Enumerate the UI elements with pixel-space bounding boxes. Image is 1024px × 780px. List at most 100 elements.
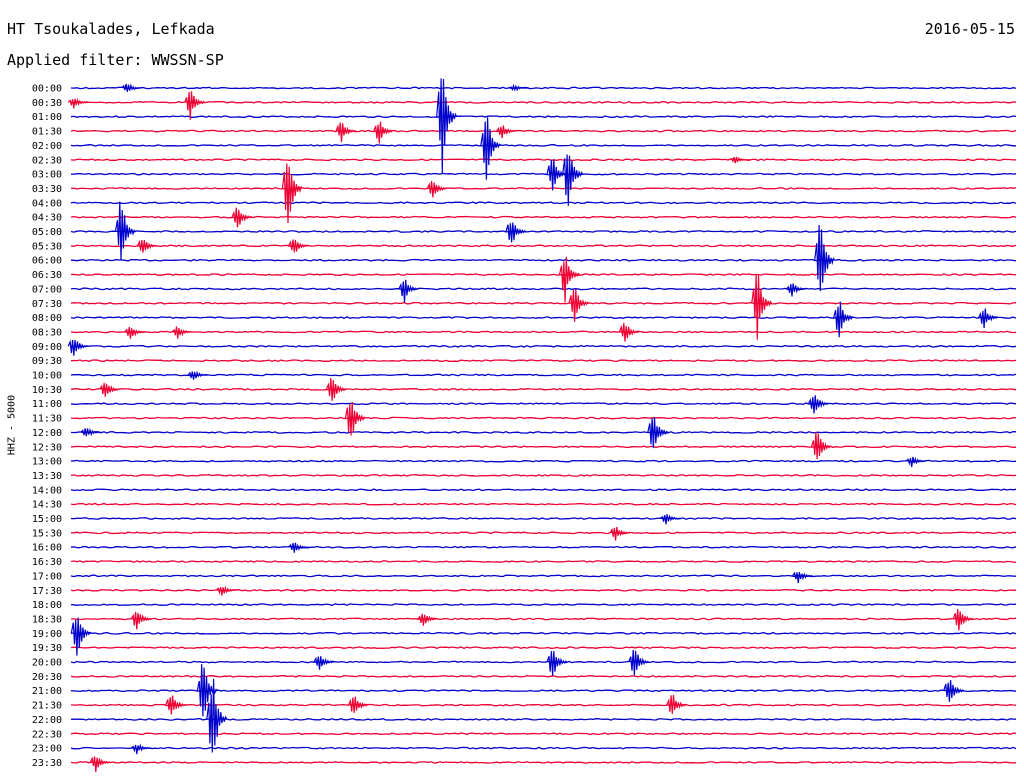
- row-time-label: 20:00: [32, 658, 62, 669]
- trace-line: [70, 143, 1016, 147]
- seismic-event: [398, 279, 420, 303]
- row-time-label: 06:30: [32, 270, 62, 281]
- seismic-event: [905, 456, 927, 468]
- trace-line: [70, 416, 1017, 420]
- seismic-event: [480, 117, 502, 180]
- seismic-event: [952, 608, 974, 631]
- row-time-label: 17:30: [32, 586, 62, 597]
- row-time-label: 21:30: [32, 701, 62, 712]
- trace-line: [70, 201, 1017, 205]
- trace-line: [70, 732, 1017, 736]
- row-time-label: 09:30: [32, 356, 62, 367]
- row-time-label: 19:30: [32, 643, 62, 654]
- trace-line: [70, 445, 1017, 449]
- trace-line: [70, 158, 1017, 162]
- seismic-event: [609, 526, 631, 541]
- seismic-event: [171, 326, 193, 339]
- events: [67, 78, 999, 773]
- row-time-label: 15:30: [32, 528, 62, 539]
- row-time-label: 08:30: [32, 327, 62, 338]
- seismic-event: [660, 514, 681, 525]
- row-time-label: 13:00: [32, 457, 62, 468]
- trace-line: [70, 746, 1017, 750]
- trace-line: [70, 646, 1017, 650]
- row-time-label: 04:30: [32, 213, 62, 224]
- seismic-event: [130, 743, 152, 755]
- trace-line: [70, 545, 1017, 549]
- seismic-event: [751, 274, 773, 340]
- trace-line: [70, 560, 1017, 563]
- trace-line: [70, 761, 1017, 764]
- row-time-label: 21:00: [32, 686, 62, 697]
- trace-line: [70, 474, 1017, 477]
- seismic-event: [426, 180, 448, 198]
- trace-line: [70, 517, 1017, 520]
- seismic-event: [496, 125, 517, 139]
- row-time-label: 05:00: [32, 227, 62, 238]
- trace-line: [70, 717, 1017, 721]
- row-time-label: 12:00: [32, 428, 62, 439]
- row-time-label: 07:30: [32, 299, 62, 310]
- seismic-event: [136, 239, 158, 253]
- trace-line: [70, 660, 1017, 664]
- filter-label: Applied filter:: [7, 51, 143, 69]
- trace-line: [70, 115, 1017, 119]
- row-time-label: 12:30: [32, 442, 62, 453]
- seismic-event: [231, 207, 253, 228]
- filter-line: Applied filter: WWSSN-SP: [7, 51, 224, 69]
- row-time-label: 15:00: [32, 514, 62, 525]
- seismic-event: [505, 222, 527, 243]
- seismic-event: [335, 122, 357, 143]
- seismic-event: [508, 83, 530, 92]
- seismic-event: [785, 283, 807, 297]
- seismic-event: [666, 694, 687, 714]
- seismic-event: [80, 427, 101, 437]
- date-label: 2016-05-15: [924, 20, 1015, 38]
- trace-line: [70, 187, 1017, 190]
- trace-line: [70, 86, 1017, 90]
- trace-line: [71, 617, 1017, 621]
- row-time-label: 00:00: [32, 84, 62, 95]
- row-time-label: 17:00: [32, 571, 62, 582]
- row-time-label: 10:00: [32, 371, 62, 382]
- trace-line: [70, 344, 1017, 348]
- row-time-label: 05:30: [32, 241, 62, 252]
- row-time-label: 09:00: [32, 342, 62, 353]
- row-time-label: 16:00: [32, 543, 62, 554]
- seismic-event: [67, 339, 89, 356]
- row-time-label: 11:00: [32, 399, 62, 410]
- row-time-label: 07:00: [32, 284, 62, 295]
- row-time-label: 22:00: [32, 715, 62, 726]
- row-time-label: 14:30: [32, 500, 62, 511]
- trace-line: [70, 129, 1017, 133]
- seismic-event: [546, 651, 568, 676]
- seismic-event: [288, 239, 309, 253]
- trace-line: [70, 330, 1017, 334]
- trace-line: [70, 502, 1017, 506]
- trace-line: [70, 230, 1017, 233]
- row-time-label: 00:30: [32, 98, 62, 109]
- seismic-event: [436, 78, 458, 174]
- trace-line: [70, 273, 1017, 276]
- trace-line: [70, 488, 1017, 492]
- seismic-event: [67, 97, 89, 109]
- seismic-event: [187, 370, 208, 380]
- trace-line: [70, 258, 1017, 262]
- trace-line: [70, 100, 1017, 104]
- trace-line: [70, 388, 1017, 391]
- row-time-label: 02:30: [32, 155, 62, 166]
- station-title: HT Tsoukalades, Lefkada: [7, 20, 215, 38]
- trace-line: [70, 588, 1017, 592]
- seismic-event: [325, 377, 347, 401]
- row-time-label: 06:00: [32, 256, 62, 267]
- seismic-event: [130, 611, 152, 630]
- seismic-event: [281, 163, 303, 224]
- trace-line: [70, 675, 1017, 678]
- row-time-label: 04:00: [32, 198, 62, 209]
- trace-line: [70, 402, 1017, 406]
- seismic-event: [417, 613, 438, 626]
- seismic-event: [99, 382, 120, 397]
- seismic-event: [124, 326, 145, 339]
- row-time-label: 18:00: [32, 600, 62, 611]
- trace-line: [70, 431, 1017, 434]
